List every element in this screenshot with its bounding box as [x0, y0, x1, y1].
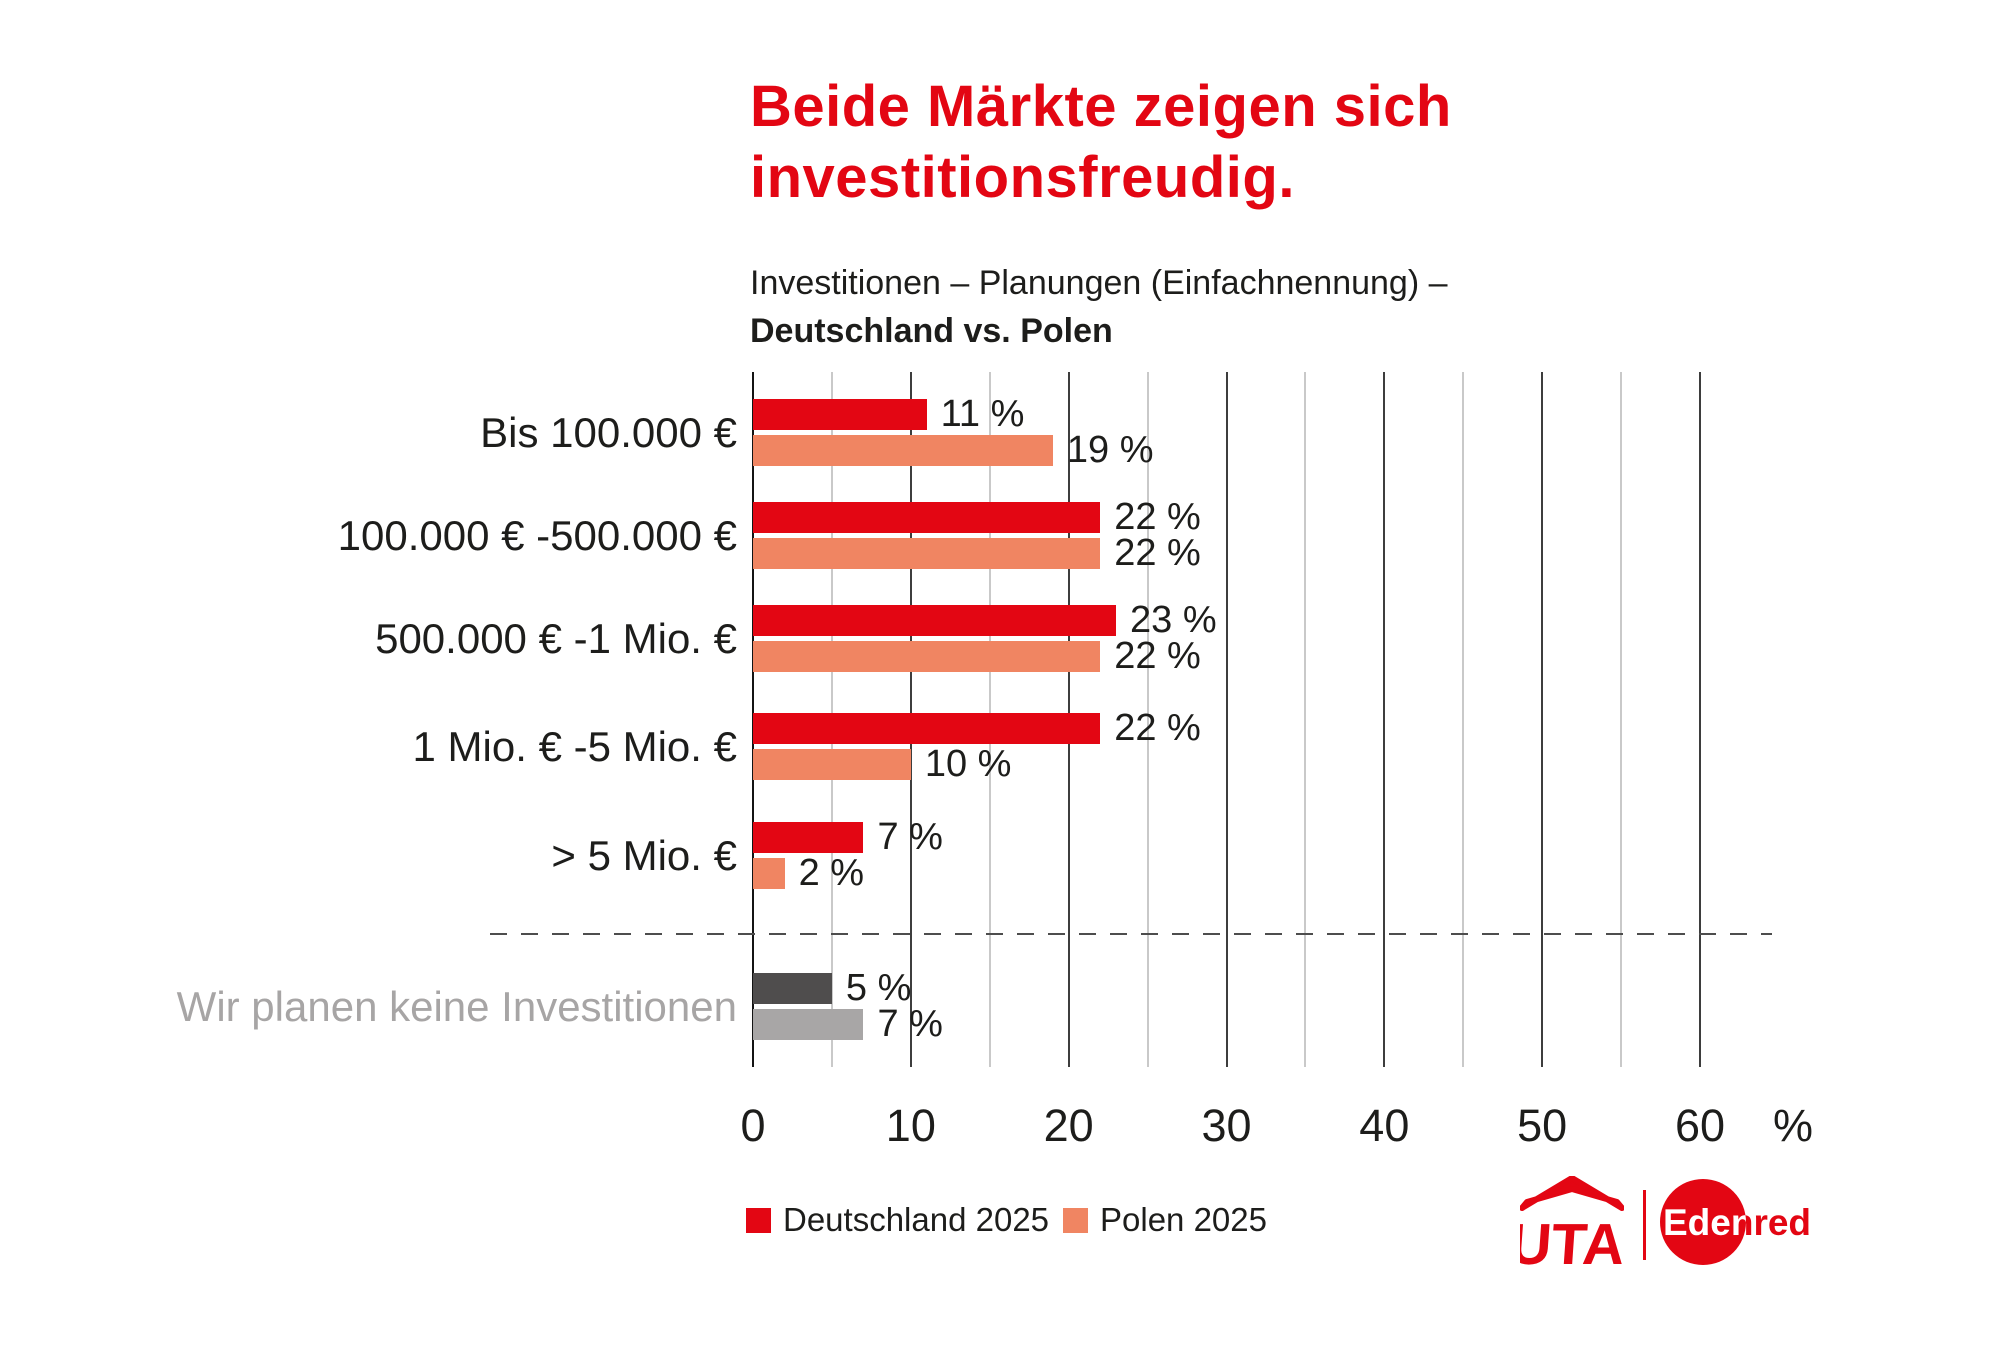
chart-title-line1: Beide Märkte zeigen sich	[750, 74, 1452, 139]
edenred-ball	[1660, 1179, 1746, 1265]
value-label: 5 %	[845, 967, 912, 1009]
bar-polen	[753, 435, 1053, 466]
category-row-6: Wir planen keine Investitionen 5 % 7 %	[0, 967, 2001, 1045]
legend-swatch	[746, 1207, 771, 1233]
gridline-50	[1541, 372, 1544, 1067]
bar-polen	[753, 538, 1100, 569]
chart-subtitle-line2: Deutschland vs. Polen	[750, 311, 1113, 350]
bar-polen	[753, 1009, 863, 1040]
x-tick-40: 40	[1359, 1100, 1410, 1151]
category-label: Bis 100.000 €	[480, 408, 737, 456]
bar-deutschland	[753, 502, 1100, 533]
gridline-40	[1383, 372, 1386, 1067]
value-label: 11 %	[940, 393, 1025, 435]
category-label: > 5 Mio. €	[551, 831, 737, 879]
chart-title: Beide Märkte zeigen sich investitionsfre…	[750, 72, 1452, 214]
x-axis-unit-label: %	[1772, 1100, 1814, 1151]
gridline-55	[1620, 372, 1623, 1067]
chart-subtitle-line1: Investitionen – Planungen (Einfachnennun…	[750, 264, 1448, 302]
uta-logo: UTA	[1520, 1176, 1624, 1272]
bar-polen	[753, 749, 911, 780]
legend-label: Deutschland 2025	[783, 1201, 1050, 1238]
value-label: 7 %	[877, 816, 943, 858]
chart-title-line2: investitionsfreudig.	[750, 144, 1295, 210]
gridline-25	[1146, 372, 1149, 1067]
gridline-45	[1462, 372, 1465, 1067]
category-row-3: 500.000 € -1 Mio. € 23 % 22 %	[0, 599, 2001, 677]
value-label: 22 %	[1114, 707, 1201, 749]
gridline-35	[1304, 372, 1307, 1067]
value-label: 19 %	[1066, 429, 1154, 471]
value-label: 7 %	[877, 1003, 943, 1045]
category-label: Wir planen keine Investitionen	[176, 982, 737, 1030]
x-tick-60: 60	[1674, 1100, 1726, 1151]
category-label: 1 Mio. € -5 Mio. €	[412, 722, 737, 770]
legend-item-deutschland: Deutschland 2025	[746, 1201, 1049, 1239]
bar-deutschland	[753, 399, 927, 430]
x-tick-50: 50	[1517, 1100, 1568, 1151]
value-label: 22 %	[1114, 635, 1201, 677]
x-tick-20: 20	[1043, 1100, 1094, 1151]
legend-swatch	[1063, 1207, 1088, 1233]
bar-polen	[753, 858, 785, 889]
value-label: 23 %	[1130, 599, 1217, 641]
category-row-4: 1 Mio. € -5 Mio. € 22 % 10 %	[0, 707, 2001, 785]
value-label: 22 %	[1114, 496, 1201, 538]
value-label: 10 %	[924, 743, 1012, 785]
x-tick-10: 10	[885, 1100, 936, 1151]
category-label: 100.000 € -500.000 €	[337, 511, 737, 559]
chart-subtitle: Investitionen – Planungen (Einfachnennun…	[750, 260, 1448, 355]
x-tick-0: 0	[740, 1100, 766, 1151]
category-separator-dashed-line	[490, 933, 1772, 935]
edenred-logo-text-outer: Edenred	[1663, 1202, 1811, 1243]
category-row-1: Bis 100.000 € 11 % 19 %	[0, 393, 2001, 471]
legend-label: Polen 2025	[1100, 1201, 1267, 1238]
edenred-logo: Edenred Edenred	[1660, 1179, 1811, 1265]
value-label: 22 %	[1114, 532, 1201, 574]
legend-item-polen: Polen 2025	[1063, 1201, 1267, 1239]
bar-deutschland	[753, 713, 1100, 744]
category-row-5: > 5 Mio. € 7 % 2 %	[0, 816, 2001, 894]
bar-deutschland	[753, 605, 1116, 636]
x-tick-30: 30	[1201, 1100, 1252, 1151]
bar-polen	[753, 641, 1100, 672]
category-label: 500.000 € -1 Mio. €	[375, 614, 737, 662]
value-label: 2 %	[798, 852, 865, 894]
bar-deutschland	[753, 822, 863, 853]
logo-divider-line	[1643, 1190, 1646, 1260]
uta-logo-text: UTA	[1520, 1212, 1624, 1272]
edenred-logo-text-inner: Edenred	[1663, 1202, 1811, 1243]
uta-roof-shape	[1520, 1176, 1624, 1211]
category-row-2: 100.000 € -500.000 € 22 % 22 %	[0, 496, 2001, 574]
bar-deutschland	[753, 973, 832, 1004]
gridline-30	[1225, 372, 1228, 1067]
gridline-60	[1699, 372, 1701, 1067]
brand-logos: UTA Edenred Edenred	[1512, 1168, 1842, 1278]
